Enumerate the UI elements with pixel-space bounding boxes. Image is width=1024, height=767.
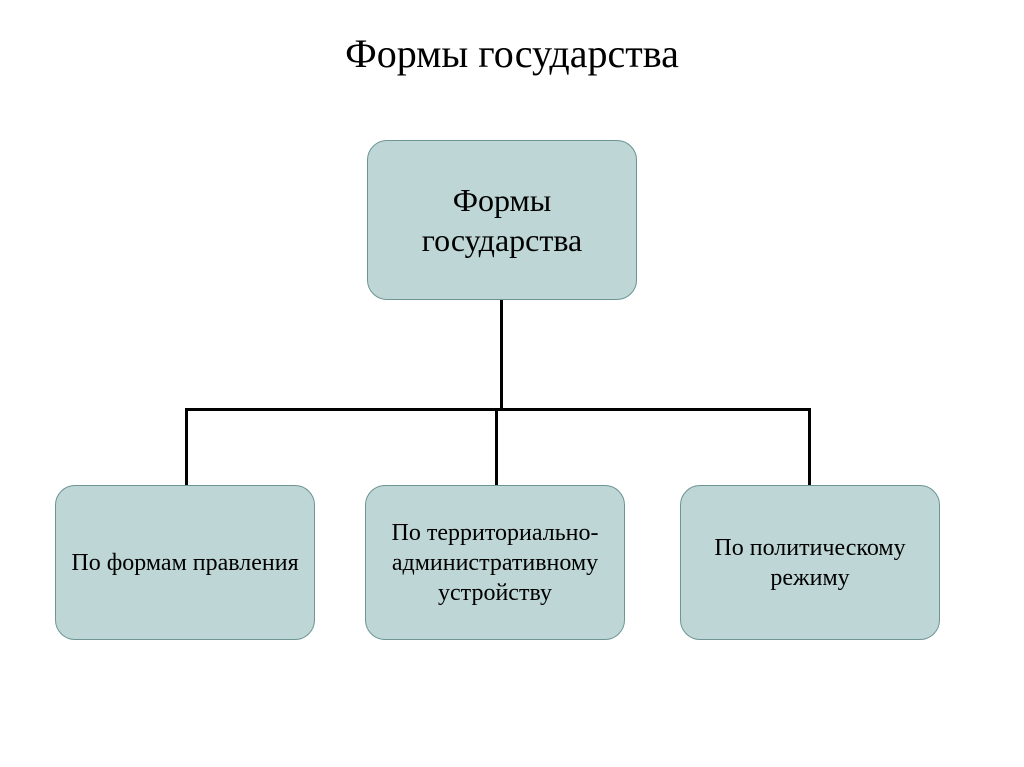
connector-root-vertical	[500, 300, 503, 410]
root-node: Формы государства	[367, 140, 637, 300]
child-node-2-label: По территориально-административному устр…	[376, 518, 614, 608]
child-node-3: По политическому режиму	[680, 485, 940, 640]
child-node-1-label: По формам правления	[71, 548, 298, 578]
child-node-3-label: По политическому режиму	[691, 533, 929, 593]
connector-child-3	[808, 408, 811, 485]
hierarchy-diagram: Формы государства По формам правления По…	[0, 140, 1024, 700]
root-node-label: Формы государства	[378, 180, 626, 260]
child-node-2: По территориально-административному устр…	[365, 485, 625, 640]
child-node-1: По формам правления	[55, 485, 315, 640]
connector-child-1	[185, 408, 188, 485]
page-title: Формы государства	[0, 30, 1024, 77]
connector-child-2	[495, 408, 498, 485]
